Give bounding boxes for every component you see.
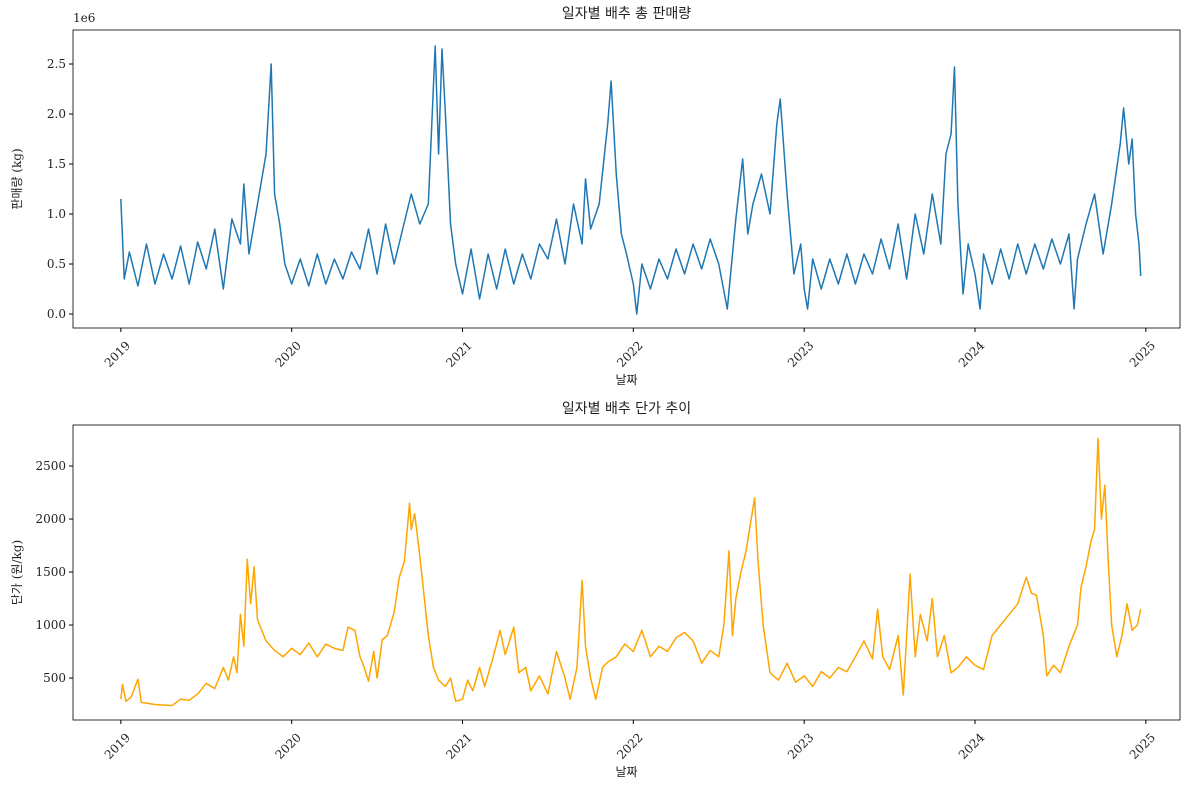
x-tick-label: 2024 xyxy=(956,730,988,762)
y-offset-label: 1e6 xyxy=(73,11,95,25)
axes-frame xyxy=(72,424,1181,721)
chart-title: 일자별 배추 단가 추이 xyxy=(562,401,691,417)
data-line xyxy=(120,437,1142,707)
y-tick-label: 500 xyxy=(43,671,66,685)
y-tick-label: 0.5 xyxy=(47,257,66,271)
x-tick-label: 2023 xyxy=(785,338,816,369)
y-tick-label: 0.0 xyxy=(47,307,66,321)
x-tick-label: 2020 xyxy=(273,338,304,369)
y-tick-label: 1000 xyxy=(35,618,66,632)
x-axis-label: 날짜 xyxy=(615,373,637,387)
x-tick-label: 2025 xyxy=(1127,730,1158,761)
data-line xyxy=(120,45,1142,315)
x-tick-label: 2020 xyxy=(273,730,304,761)
x-tick-label: 2022 xyxy=(614,338,645,369)
x-tick-label: 2019 xyxy=(102,338,133,369)
x-tick-label: 2021 xyxy=(443,730,474,761)
x-tick-label: 2024 xyxy=(956,338,988,370)
x-tick-label: 2025 xyxy=(1127,338,1158,369)
y-tick-label: 2500 xyxy=(35,459,66,473)
y-tick-label: 2000 xyxy=(35,512,66,526)
axes-frame xyxy=(72,29,1181,329)
x-tick-label: 2019 xyxy=(102,730,133,761)
y-axis-label: 판매량 (kg) xyxy=(10,148,24,209)
x-tick-label: 2022 xyxy=(614,730,645,761)
y-tick-label: 1.5 xyxy=(47,157,66,171)
y-tick-label: 1.0 xyxy=(47,207,66,221)
y-tick-label: 1500 xyxy=(35,565,66,579)
x-tick-label: 2023 xyxy=(785,730,816,761)
y-tick-label: 2.5 xyxy=(47,57,66,71)
chart-title: 일자별 배추 총 판매량 xyxy=(562,6,691,22)
x-axis-label: 날짜 xyxy=(615,765,637,779)
y-tick-label: 2.0 xyxy=(47,107,66,121)
y-axis-label: 단가 (원/kg) xyxy=(10,540,24,605)
x-tick-label: 2021 xyxy=(443,338,474,369)
